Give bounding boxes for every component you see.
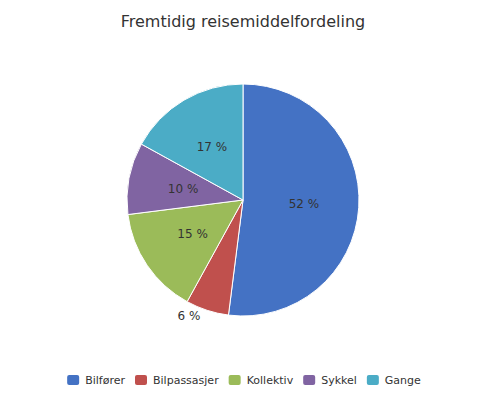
svg-text:Kollektiv: Kollektiv (247, 374, 294, 387)
svg-text:6 %: 6 % (177, 309, 200, 323)
svg-text:10 %: 10 % (168, 182, 199, 196)
svg-text:Sykkel: Sykkel (321, 374, 357, 387)
svg-text:Bilfører: Bilfører (85, 374, 125, 387)
svg-text:15 %: 15 % (177, 227, 208, 241)
svg-text:Fremtidig reisemiddelfordeling: Fremtidig reisemiddelfordeling (121, 12, 366, 31)
svg-text:Bilpassasjer: Bilpassasjer (153, 374, 219, 387)
svg-text:17 %: 17 % (197, 140, 228, 154)
svg-text:Gange: Gange (385, 374, 421, 387)
svg-text:52 %: 52 % (289, 197, 320, 211)
